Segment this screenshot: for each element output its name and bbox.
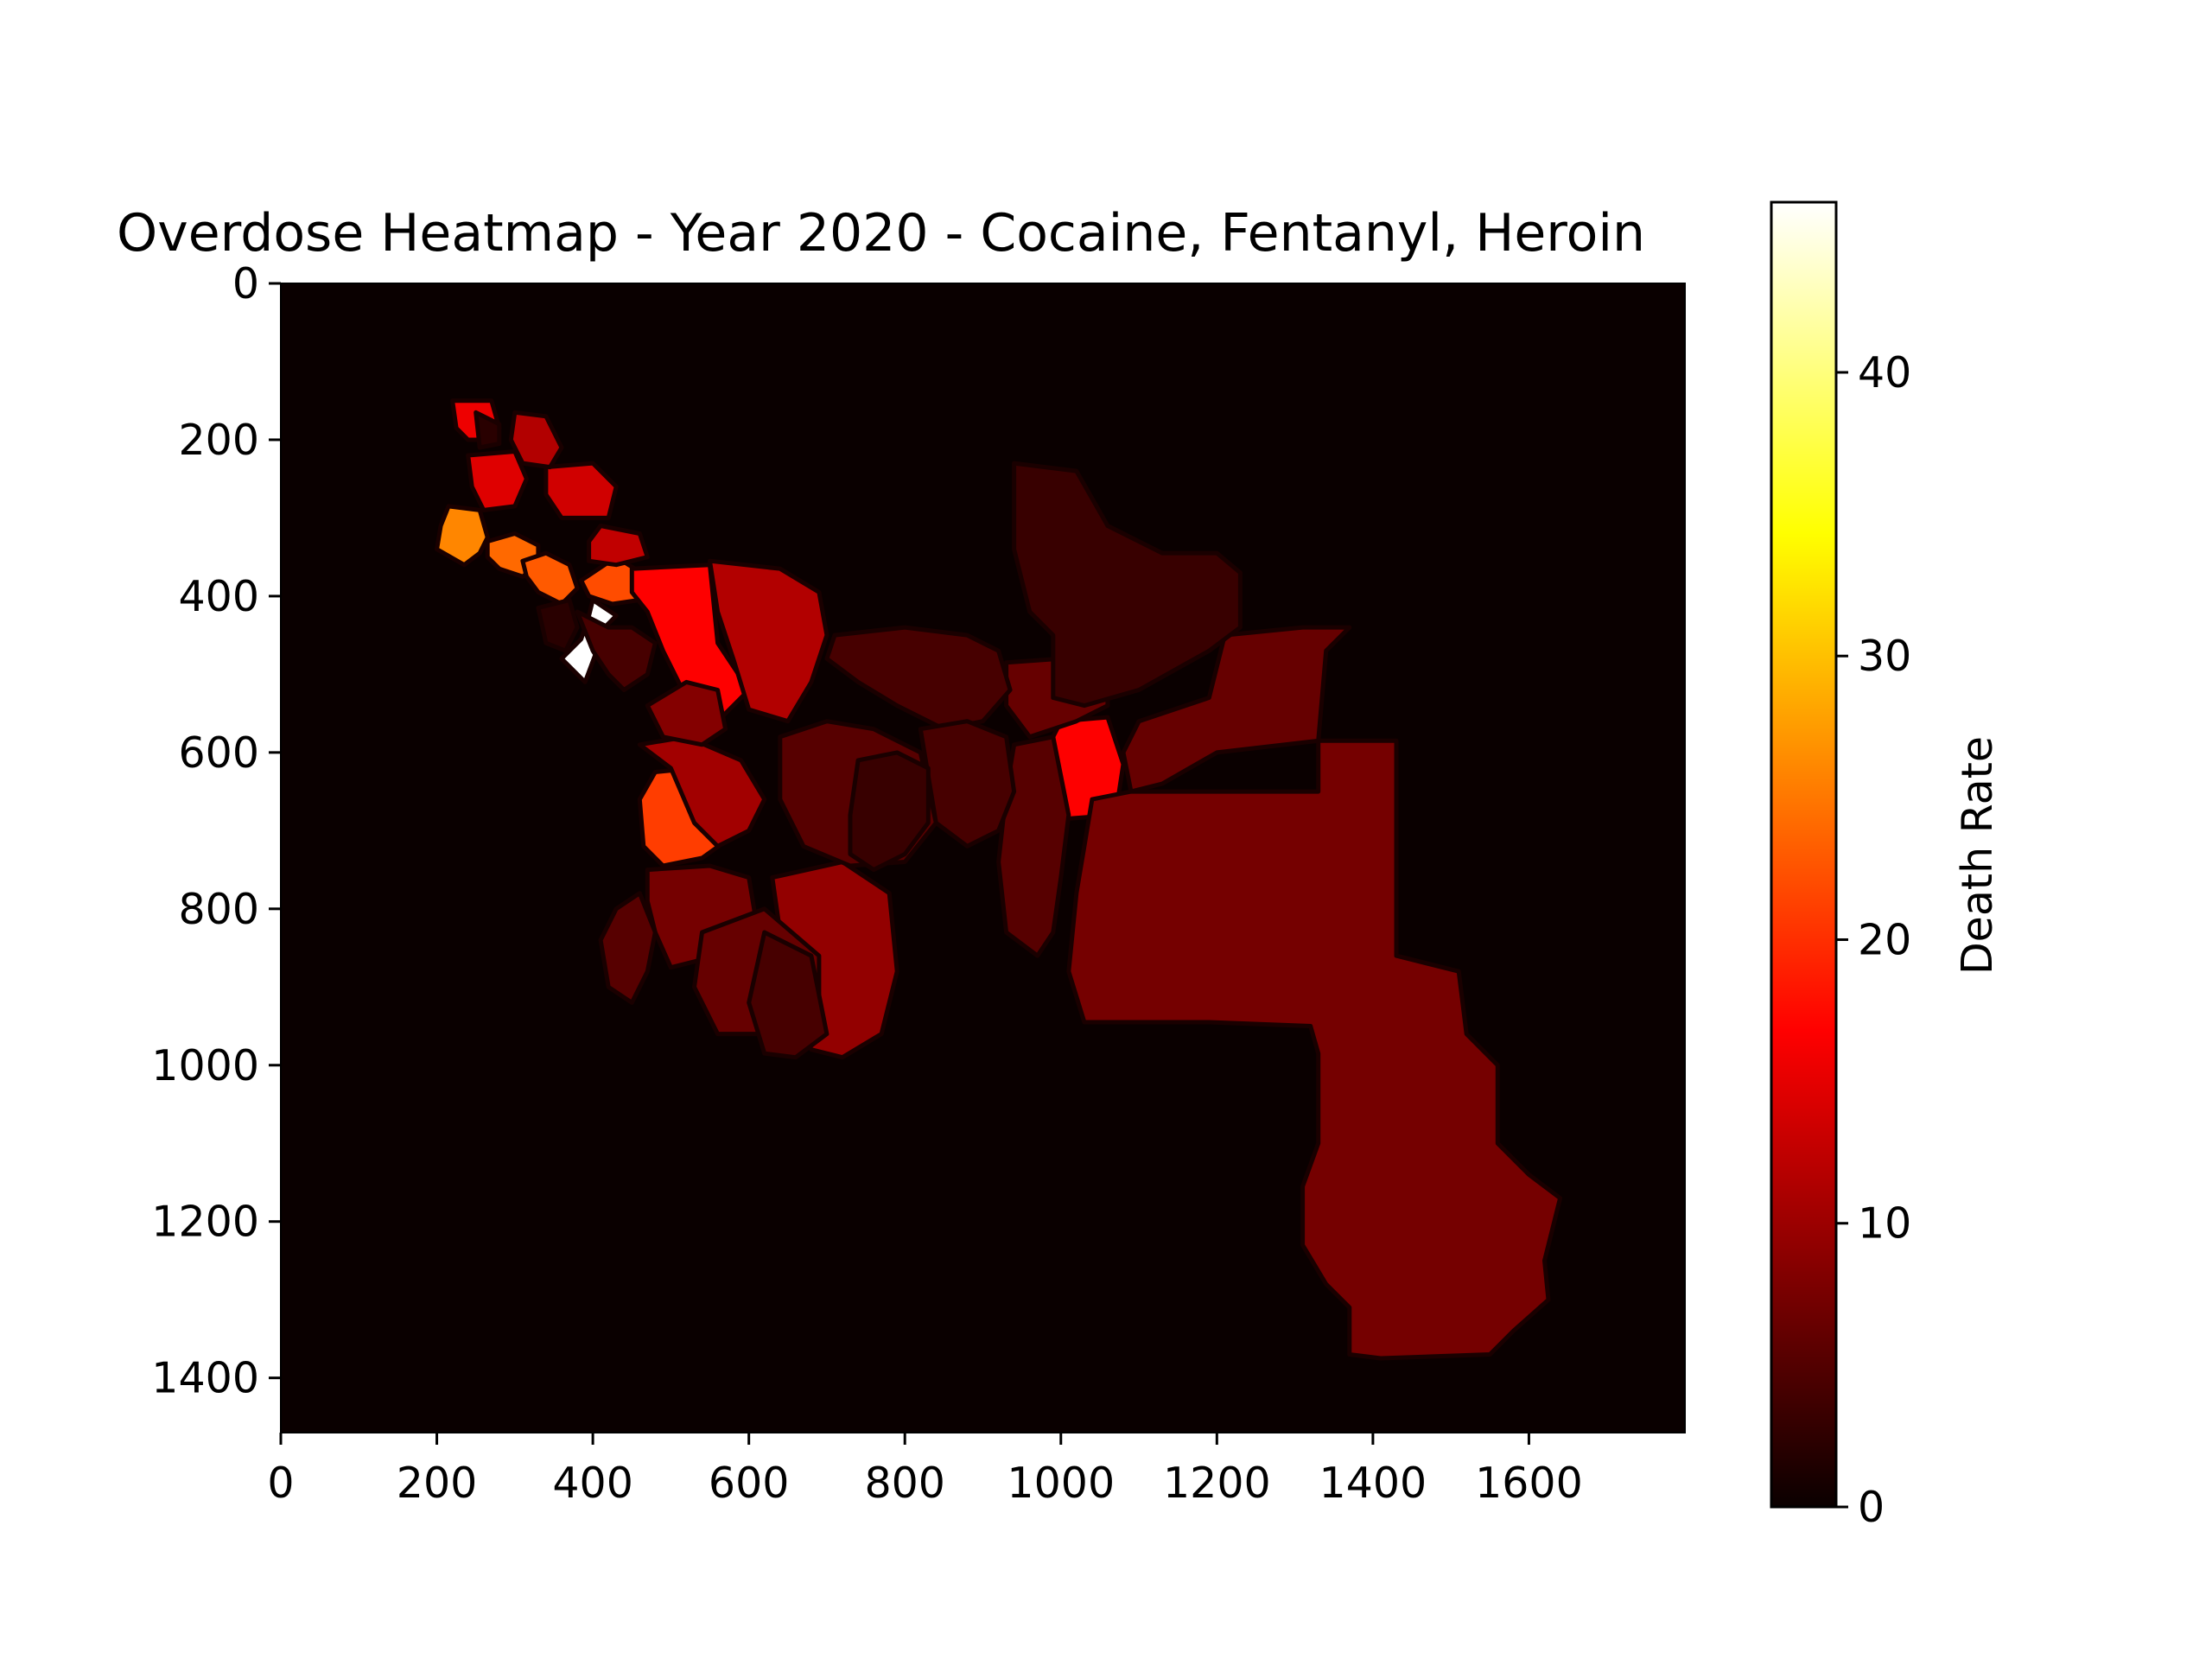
x-tick-label: 1600 [1475,1459,1583,1508]
colorbar-tick-label: 20 [1858,915,1911,964]
colorbar-axis: 0 10 20 30 40 [1836,348,1911,1532]
map-region-32 [538,600,577,651]
map-region-9 [468,452,527,511]
colorbar-gradient [1771,202,1836,1507]
x-tick-label: 0 [267,1459,294,1508]
x-tick-label: 400 [552,1459,633,1508]
colorbar-label: Death Rate [1953,736,2002,975]
colorbar-tick-label: 0 [1858,1483,1885,1532]
y-tick-label: 600 [178,728,259,778]
x-tick-label: 1400 [1319,1459,1427,1508]
y-tick-label: 1000 [151,1041,259,1090]
x-tick-label: 1200 [1163,1459,1271,1508]
y-axis: 0 200 400 600 800 1000 1200 1400 [151,259,281,1403]
y-tick-label: 1200 [151,1198,259,1247]
x-tick-label: 200 [397,1459,478,1508]
chart-title: Overdose Heatmap - Year 2020 - Cocaine, … [117,203,1645,264]
colorbar-tick-label: 10 [1858,1199,1911,1249]
y-tick-label: 200 [178,416,259,465]
x-tick-label: 800 [864,1459,945,1508]
colorbar-tick-label: 30 [1858,632,1911,681]
colorbar: 0 10 20 30 40 Death Rate [1771,202,2002,1532]
y-tick-label: 400 [178,572,259,621]
y-tick-label: 0 [232,259,259,308]
colorbar-tick-label: 40 [1858,348,1911,397]
x-tick-label: 600 [709,1459,790,1508]
map-region-12 [589,526,648,565]
y-tick-label: 800 [178,885,259,934]
map-axes: 0 200 400 600 800 1000 1200 1400 1600 0 200 400 600… [151,259,1685,1508]
x-tick-label: 1000 [1007,1459,1115,1508]
x-axis: 0 200 400 600 800 1000 1200 1400 1600 [267,1433,1582,1508]
y-tick-label: 1400 [151,1354,259,1403]
